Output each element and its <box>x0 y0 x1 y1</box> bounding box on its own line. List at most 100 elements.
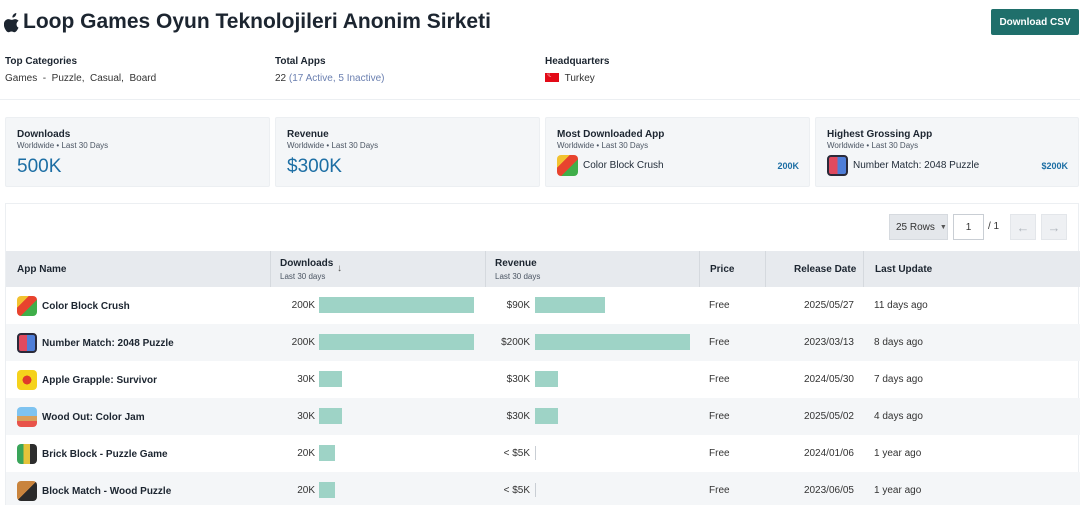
column-revenue-label: Revenue <box>495 258 537 269</box>
app-name-cell[interactable]: Wood Out: Color Jam <box>17 407 145 427</box>
highest-grossing-subtitle: Worldwide • Last 30 Days <box>827 141 919 150</box>
total-apps-breakdown: (17 Active, 5 Inactive) <box>288 73 385 84</box>
last-update-value: 7 days ago <box>874 374 923 385</box>
price-value: Free <box>709 448 730 459</box>
app-name-cell[interactable]: Apple Grapple: Survivor <box>17 370 157 390</box>
highest-grossing-card: Highest Grossing App Worldwide • Last 30… <box>815 117 1079 187</box>
table-row[interactable]: Brick Block - Puzzle Game 20K < $5K Free 202… <box>6 435 1080 472</box>
table-row[interactable]: Number Match: 2048 Puzzle 200K $200K Free 20… <box>6 324 1080 361</box>
app-name-text: Number Match: 2048 Puzzle <box>42 337 174 349</box>
app-name-cell[interactable]: Brick Block - Puzzle Game <box>17 444 168 464</box>
brick-block-icon <box>17 444 37 464</box>
headquarters-label: Headquarters <box>545 56 610 67</box>
revenue-value: $30K <box>506 374 530 385</box>
revenue-card-value: $300K <box>287 156 342 177</box>
revenue-bar <box>535 297 605 313</box>
column-downloads-label: Downloads <box>280 258 334 269</box>
price-value: Free <box>709 374 730 385</box>
highest-grossing-title: Highest Grossing App <box>827 129 933 140</box>
apple-logo-icon <box>4 13 19 33</box>
most-downloaded-app[interactable]: Color Block Crush <box>557 155 664 176</box>
revenue-card-title: Revenue <box>287 129 329 140</box>
app-name-cell[interactable]: Number Match: 2048 Puzzle <box>17 333 174 353</box>
previous-page-button[interactable]: ← <box>1010 214 1036 240</box>
highest-grossing-app-name: Number Match: 2048 Puzzle <box>853 160 980 171</box>
downloads-card: Downloads Worldwide • Last 30 Days 500K <box>5 117 270 187</box>
column-separator <box>699 251 700 287</box>
app-name-text: Apple Grapple: Survivor <box>42 374 158 386</box>
table-row[interactable]: Color Block Crush 200K $90K Free 2025/05/27 1… <box>6 287 1080 324</box>
number-match-icon <box>827 155 848 176</box>
downloads-value: 20K <box>297 448 315 459</box>
page-title: Loop Games Oyun Teknolojileri Anonim Sir… <box>23 10 491 33</box>
app-name-text: Block Match - Wood Puzzle <box>42 485 172 497</box>
downloads-value: 30K <box>297 411 315 422</box>
table-row[interactable]: Apple Grapple: Survivor 30K $30K Free 2024/0… <box>6 361 1080 398</box>
apple-grapple-icon <box>17 370 37 390</box>
app-name-text: Color Block Crush <box>42 300 130 312</box>
top-categories-value: Games - Puzzle, Casual, Board <box>5 73 157 84</box>
downloads-card-subtitle: Worldwide • Last 30 Days <box>17 141 109 150</box>
downloads-value: 200K <box>291 337 315 348</box>
column-separator <box>270 251 271 287</box>
color-block-crush-icon <box>557 155 578 176</box>
rows-per-page-select[interactable]: 25 Rows ▼ <box>889 214 948 240</box>
downloads-value: 20K <box>297 485 315 496</box>
revenue-value: < $5K <box>503 485 530 496</box>
column-price[interactable]: Price <box>710 264 735 275</box>
revenue-card: Revenue Worldwide • Last 30 Days $300K <box>275 117 540 187</box>
next-page-button[interactable]: → <box>1041 214 1067 240</box>
total-apps-count: 22 <box>275 73 287 84</box>
table-header: App Name Downloads ↓ Last 30 days Revenu… <box>6 251 1080 287</box>
download-csv-button[interactable]: Download CSV <box>991 9 1079 35</box>
apps-table-panel: 25 Rows ▼ 1 / 1 ← → App Name Downloads ↓… <box>5 203 1080 505</box>
revenue-value: < $5K <box>503 448 530 459</box>
block-match-icon <box>17 481 37 501</box>
release-date-value: 2024/05/30 <box>803 374 854 385</box>
column-downloads[interactable]: Downloads ↓ Last 30 days <box>280 258 342 281</box>
column-revenue[interactable]: Revenue Last 30 days <box>495 258 540 281</box>
table-row[interactable]: Block Match - Wood Puzzle 20K < $5K Free 202… <box>6 472 1080 505</box>
downloads-bar <box>319 371 342 387</box>
headquarters-value: Turkey <box>564 73 595 84</box>
downloads-bar <box>319 482 335 498</box>
page-number-input[interactable]: 1 <box>953 214 984 240</box>
downloads-value: 30K <box>297 374 315 385</box>
downloads-bar <box>319 445 335 461</box>
downloads-bar <box>319 408 342 424</box>
downloads-bar <box>319 297 474 313</box>
price-value: Free <box>709 485 730 496</box>
last-update-value: 8 days ago <box>874 337 923 348</box>
column-separator <box>485 251 486 287</box>
column-app-name[interactable]: App Name <box>17 264 67 275</box>
revenue-value: $30K <box>506 411 530 422</box>
most-downloaded-subtitle: Worldwide • Last 30 Days <box>557 141 649 150</box>
release-date-value: 2024/01/06 <box>803 448 854 459</box>
column-revenue-subtitle: Last 30 days <box>495 272 541 281</box>
revenue-bar <box>535 483 536 497</box>
highest-grossing-app[interactable]: Number Match: 2048 Puzzle <box>827 155 979 176</box>
most-downloaded-title: Most Downloaded App <box>557 129 665 140</box>
caret-down-icon: ▼ <box>939 223 947 231</box>
column-last-update[interactable]: Last Update <box>875 264 933 275</box>
arrow-right-icon: → <box>1047 219 1061 235</box>
page-header: Loop Games Oyun Teknolojileri Anonim Sir… <box>0 0 1080 46</box>
app-name-cell[interactable]: Block Match - Wood Puzzle <box>17 481 171 501</box>
table-row[interactable]: Wood Out: Color Jam 30K $30K Free 2025/05/02… <box>6 398 1080 435</box>
arrow-left-icon: ← <box>1016 219 1030 235</box>
page-total: / 1 <box>988 221 1000 232</box>
price-value: Free <box>709 300 730 311</box>
revenue-bar <box>535 408 558 424</box>
column-release-date[interactable]: Release Date <box>794 264 857 275</box>
last-update-value: 11 days ago <box>874 300 928 311</box>
release-date-value: 2023/06/05 <box>803 485 854 496</box>
app-name-text: Brick Block - Puzzle Game <box>42 448 168 460</box>
top-categories: Top Categories Games - Puzzle, Casual, B… <box>5 56 156 84</box>
revenue-card-subtitle: Worldwide • Last 30 Days <box>287 141 379 150</box>
downloads-bar <box>319 334 474 350</box>
divider <box>0 99 1080 100</box>
most-downloaded-value: 200K <box>777 161 799 171</box>
app-name-cell[interactable]: Color Block Crush <box>17 296 130 316</box>
revenue-bar <box>535 334 690 350</box>
sort-arrow-down-icon: ↓ <box>337 263 342 274</box>
